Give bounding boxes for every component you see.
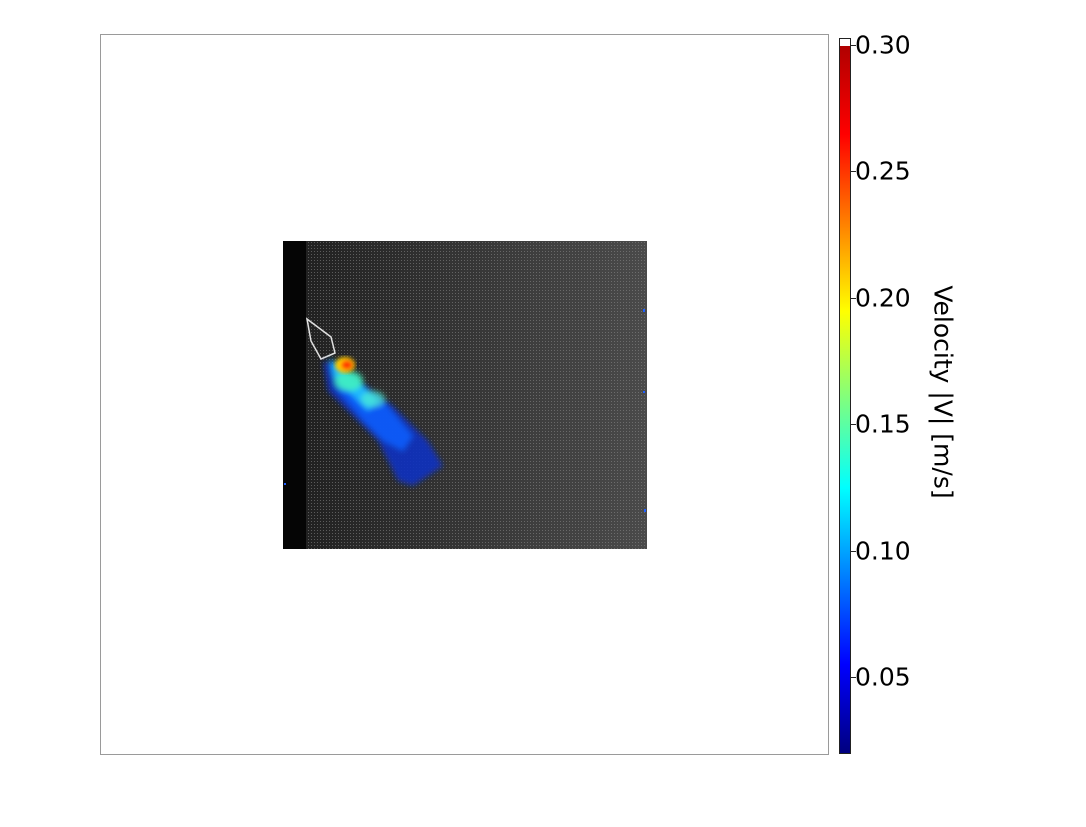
colorbar-tick: [851, 677, 856, 679]
colorbar-gradient: [840, 46, 850, 753]
colorbar-tick-label: 0.25: [855, 156, 911, 186]
colorbar-tick-label: 0.15: [855, 409, 911, 439]
noise-specks: [284, 309, 646, 512]
colorbar-tick-label: 0.10: [855, 536, 911, 566]
colorbar-tick: [851, 171, 856, 173]
colorbar-tick-label: 0.05: [855, 662, 911, 692]
colorbar-tick-label: 0.20: [855, 283, 911, 313]
colorbar-tick: [851, 424, 856, 426]
colorbar-label: Velocity |V| [m/s]: [928, 285, 958, 499]
colorbar-tick-label: 0.30: [855, 30, 911, 60]
colorbar-tick: [851, 550, 856, 552]
colorbar: [839, 38, 851, 754]
colorbar-tick: [851, 45, 856, 46]
jet-core: [335, 357, 355, 373]
left-dark-band: [283, 241, 306, 549]
velocity-field-image: [283, 241, 647, 549]
colorbar-tick: [851, 297, 856, 299]
nozzle-outline: [305, 317, 336, 360]
